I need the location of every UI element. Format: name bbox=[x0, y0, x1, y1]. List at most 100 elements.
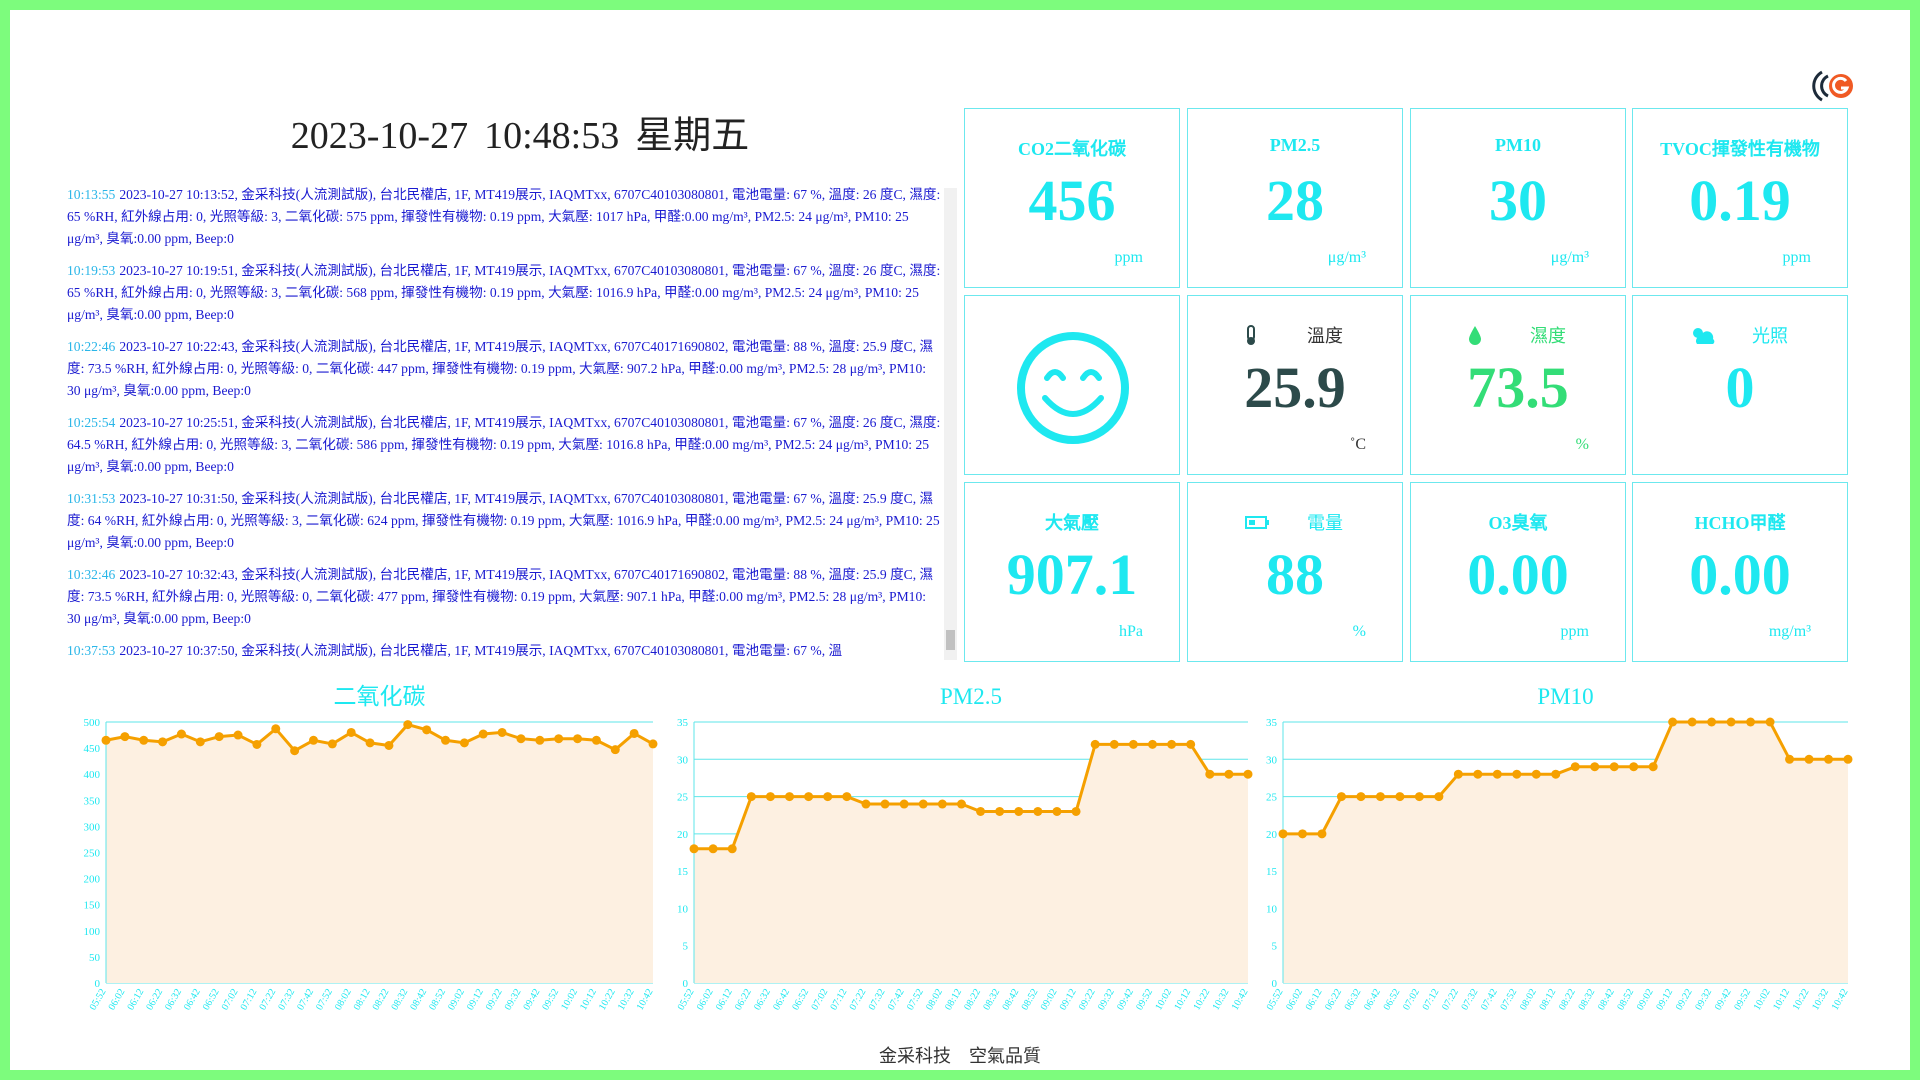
date: 2023-10-27 bbox=[290, 115, 469, 157]
x-tick-label: 06:42 bbox=[771, 987, 792, 1012]
x-tick-label: 10:12 bbox=[1172, 987, 1193, 1012]
log-time: 10:22:46 bbox=[67, 339, 116, 354]
x-tick-label: 09:22 bbox=[1077, 987, 1098, 1012]
y-tick-label: 0 bbox=[1272, 978, 1278, 990]
x-tick-label: 06:32 bbox=[163, 987, 184, 1012]
point bbox=[899, 799, 909, 809]
point bbox=[1278, 829, 1288, 839]
log-time: 10:19:53 bbox=[67, 263, 116, 278]
x-tick-label: 10:42 bbox=[1830, 987, 1851, 1012]
tile-value: 0 bbox=[1725, 355, 1755, 420]
point bbox=[176, 729, 186, 739]
x-tick-label: 08:02 bbox=[333, 987, 354, 1012]
x-tick-label: 09:12 bbox=[1058, 987, 1079, 1012]
tile-label: 溫度 bbox=[1307, 326, 1343, 346]
x-tick-label: 10:22 bbox=[597, 987, 618, 1012]
scrollbar[interactable] bbox=[944, 188, 957, 660]
y-tick-label: 15 bbox=[1266, 866, 1278, 878]
chart-title: PM2.5 bbox=[940, 684, 1002, 709]
point bbox=[1395, 792, 1405, 802]
x-tick-label: 08:42 bbox=[1000, 987, 1021, 1012]
smiley-tile bbox=[964, 295, 1180, 475]
tile-unit: mg/m³ bbox=[1768, 623, 1811, 640]
x-tick-label: 07:12 bbox=[1421, 987, 1442, 1012]
tile-label: CO2二氧化碳 bbox=[1018, 139, 1126, 159]
point bbox=[956, 799, 966, 809]
point bbox=[785, 792, 795, 802]
point bbox=[1765, 717, 1775, 727]
point bbox=[1746, 717, 1756, 727]
point bbox=[995, 806, 1005, 816]
point bbox=[823, 792, 833, 802]
point bbox=[765, 792, 775, 802]
x-tick-label: 06:32 bbox=[1343, 987, 1364, 1012]
tile-label: HCHO甲醛 bbox=[1694, 513, 1786, 533]
log-entry: 10:37:53 2023-10-27 10:37:50, 金采科技(人流測試版)… bbox=[67, 640, 943, 662]
x-tick-label: 09:42 bbox=[522, 987, 543, 1012]
y-tick-label: 250 bbox=[84, 848, 101, 860]
x-tick-label: 06:52 bbox=[1382, 987, 1403, 1012]
y-tick-label: 500 bbox=[84, 717, 101, 729]
point bbox=[1531, 769, 1541, 779]
y-tick-label: 150 bbox=[84, 900, 101, 912]
x-tick-label: 07:52 bbox=[314, 987, 335, 1012]
tile: HCHO甲醛 0.00 mg/m³ bbox=[1632, 482, 1848, 662]
tile: CO2二氧化碳 456 ppm bbox=[964, 108, 1180, 288]
point bbox=[271, 724, 281, 734]
y-tick-label: 25 bbox=[1266, 792, 1278, 804]
point bbox=[422, 725, 432, 735]
log-entry: 10:31:53 2023-10-27 10:31:50, 金采科技(人流測試版)… bbox=[67, 488, 943, 554]
point bbox=[1512, 769, 1522, 779]
y-tick-label: 35 bbox=[677, 717, 689, 729]
point bbox=[708, 844, 718, 854]
point bbox=[1052, 806, 1062, 816]
point bbox=[976, 806, 986, 816]
chart-title: 二氧化碳 bbox=[334, 684, 426, 709]
x-tick-label: 06:42 bbox=[182, 987, 203, 1012]
log-entry: 10:25:54 2023-10-27 10:25:51, 金采科技(人流測試版)… bbox=[67, 412, 943, 478]
point bbox=[497, 727, 507, 737]
tile-icon bbox=[1689, 324, 1717, 351]
y-tick-label: 200 bbox=[84, 874, 101, 886]
tile: 電量 88% bbox=[1187, 482, 1403, 662]
datetime: 2023-10-27 10:48:53 星期五 bbox=[180, 104, 860, 159]
x-tick-label: 10:12 bbox=[1771, 987, 1792, 1012]
x-tick-label: 07:42 bbox=[886, 987, 907, 1012]
log-text: 2023-10-27 10:32:43, 金采科技(人流測試版), 台北民權店,… bbox=[67, 567, 934, 626]
x-tick-label: 05:52 bbox=[676, 987, 697, 1012]
point bbox=[1109, 739, 1119, 749]
x-tick-label: 10:32 bbox=[616, 987, 637, 1012]
point bbox=[1167, 739, 1177, 749]
point bbox=[1128, 739, 1138, 749]
point bbox=[403, 720, 413, 730]
x-tick-label: 05:52 bbox=[1265, 987, 1286, 1012]
log-text: 2023-10-27 10:31:50, 金采科技(人流測試版), 台北民權店,… bbox=[67, 491, 940, 550]
point bbox=[441, 735, 451, 745]
x-tick-label: 09:42 bbox=[1115, 987, 1136, 1012]
tile: 大氣壓 907.1 hPa bbox=[964, 482, 1180, 662]
tile-icon bbox=[1467, 324, 1483, 351]
x-tick-label: 07:02 bbox=[220, 987, 241, 1012]
point bbox=[1668, 717, 1678, 727]
point bbox=[1551, 769, 1561, 779]
x-tick-label: 06:02 bbox=[1284, 987, 1305, 1012]
log-panel: 10:13:55 2023-10-27 10:13:52, 金采科技(人流測試版)… bbox=[67, 184, 943, 667]
x-tick-label: 09:52 bbox=[1134, 987, 1155, 1012]
y-tick-label: 350 bbox=[84, 795, 101, 807]
x-tick-label: 08:52 bbox=[427, 987, 448, 1012]
y-tick-label: 30 bbox=[677, 754, 689, 766]
point bbox=[880, 799, 890, 809]
tile: TVOC揮發性有機物 0.19 ppm bbox=[1632, 108, 1848, 288]
scroll-thumb[interactable] bbox=[946, 630, 955, 650]
x-tick-label: 05:52 bbox=[88, 987, 109, 1012]
y-tick-label: 450 bbox=[84, 743, 101, 755]
tile-value: 0.00 bbox=[1689, 542, 1791, 607]
tile-unit: % bbox=[1575, 436, 1589, 453]
x-tick-label: 07:22 bbox=[257, 987, 278, 1012]
x-tick-label: 07:52 bbox=[1498, 987, 1519, 1012]
point bbox=[1317, 829, 1327, 839]
tile: 光照 0 bbox=[1632, 295, 1848, 475]
tile-value: 73.5 bbox=[1467, 355, 1569, 420]
point bbox=[195, 737, 205, 747]
